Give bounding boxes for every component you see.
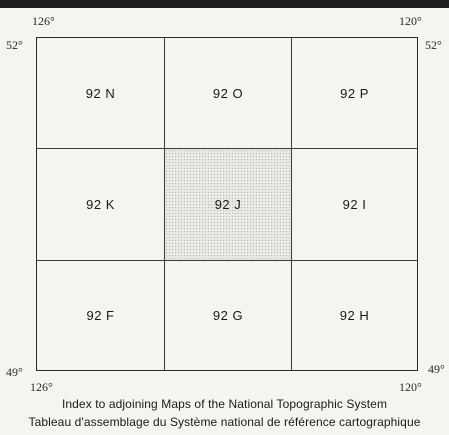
map-sheet-cell[interactable]: 92 G bbox=[165, 261, 292, 370]
map-sheet-label: 92 K bbox=[86, 197, 115, 212]
map-sheet-cell[interactable]: 92 K bbox=[37, 149, 165, 261]
latitude-label-left-top: 52° bbox=[6, 38, 23, 52]
longitude-label-top-left: 126° bbox=[32, 14, 55, 28]
map-sheet-cell[interactable]: 92 I bbox=[292, 149, 417, 261]
map-sheet-label: 92 O bbox=[212, 85, 244, 101]
longitude-label-top-right: 120° bbox=[399, 14, 422, 28]
longitude-label-bottom-left: 126° bbox=[30, 380, 53, 394]
longitude-label-bottom-right: 120° bbox=[399, 380, 422, 394]
latitude-label-right-bottom: 49° bbox=[428, 362, 445, 376]
map-sheet-label: 92 J bbox=[214, 197, 242, 212]
map-sheet-label: 92 G bbox=[212, 308, 244, 323]
caption-english: Index to adjoining Maps of the National … bbox=[61, 397, 388, 411]
latitude-label-right-top: 52° bbox=[425, 38, 442, 52]
map-sheet-label: 92 P bbox=[340, 85, 369, 101]
current-map-sheet-cell[interactable]: 92 J bbox=[165, 149, 292, 261]
map-sheet-label: 92 F bbox=[86, 308, 115, 323]
map-sheet-cell[interactable]: 92 H bbox=[292, 261, 417, 370]
map-sheet-label: 92 H bbox=[339, 308, 370, 323]
map-sheet-label: 92 I bbox=[342, 197, 367, 212]
map-sheet-label: 92 N bbox=[85, 85, 116, 101]
map-sheet-cell[interactable]: 92 P bbox=[292, 38, 417, 149]
map-sheet-cell[interactable]: 92 F bbox=[37, 261, 165, 370]
map-sheet-cell[interactable]: 92 N bbox=[37, 38, 165, 149]
caption-french: Tableau d'assemblage du Système national… bbox=[28, 415, 421, 429]
map-index-grid: 92 N 92 O 92 P 92 K 92 J 92 I 92 F 92 G … bbox=[36, 37, 418, 371]
latitude-label-left-bottom: 49° bbox=[6, 365, 23, 379]
top-border-bar bbox=[0, 0, 449, 8]
map-sheet-cell[interactable]: 92 O bbox=[165, 38, 292, 149]
